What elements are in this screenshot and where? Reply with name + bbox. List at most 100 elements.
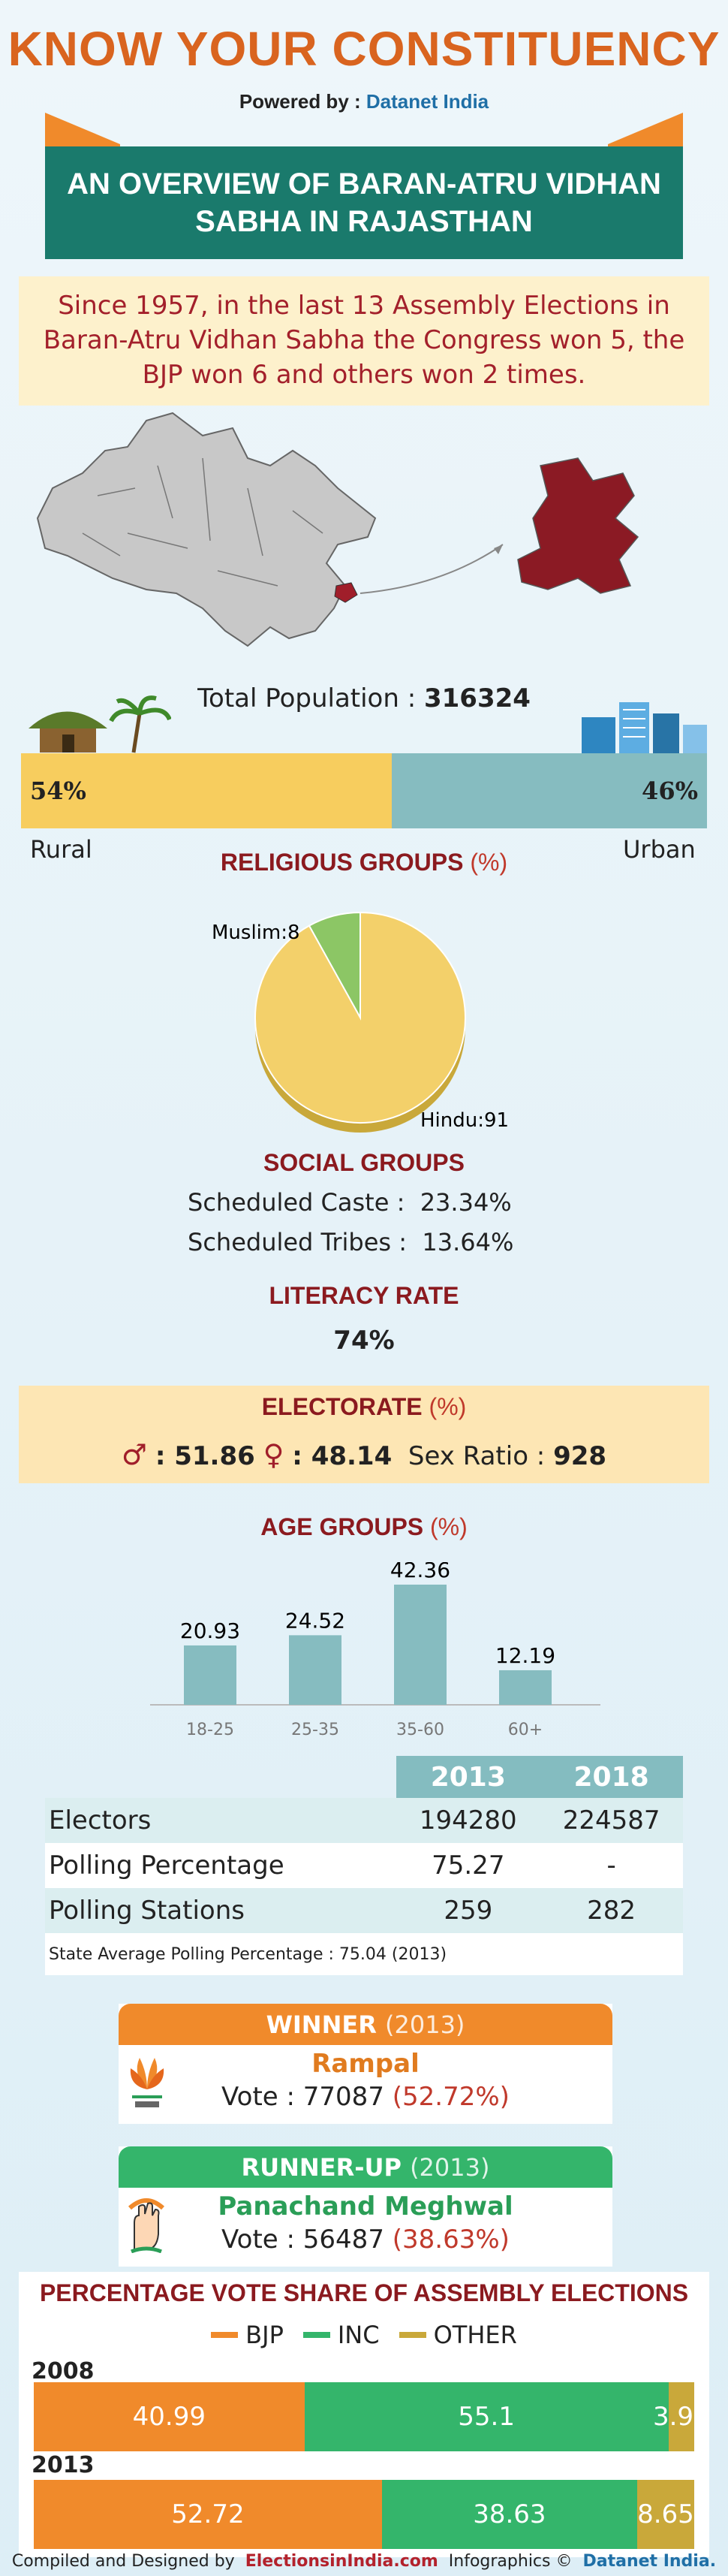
runner-vote-label: Vote : 56487 <box>221 2225 393 2255</box>
muslim-label: Muslim:8 <box>212 922 300 944</box>
legend-bjp: BJP <box>211 2321 284 2349</box>
col-2018: 2018 <box>540 1756 683 1798</box>
age-category-label: 25-35 <box>291 1721 339 1739</box>
male-percent: : 51.86 <box>155 1441 255 1471</box>
sex-ratio-label: Sex Ratio : <box>408 1441 554 1471</box>
electorate-unit: (%) <box>429 1393 467 1420</box>
religion-pie-chart: Muslim:8 Hindu:91 <box>212 911 509 1133</box>
winner-vote-label: Vote : 77087 <box>221 2082 393 2112</box>
vote-share-title: PERCENTAGE VOTE SHARE OF ASSEMBLY ELECTI… <box>39 2279 689 2306</box>
winner-vote: Vote : 77087 (52.72%) <box>119 2082 612 2112</box>
legend-other-label: OTHER <box>433 2321 517 2349</box>
row-2013: 194280 <box>396 1798 540 1843</box>
rural-percent: 54% <box>30 777 86 805</box>
sex-ratio-value: 928 <box>553 1441 607 1471</box>
runner-vote-pct: (38.63%) <box>392 2225 510 2255</box>
row-2018: 282 <box>540 1888 683 1933</box>
footer: Compiled and Designed by ElectionsinIndi… <box>0 2552 728 2571</box>
religious-title-text: RELIGIOUS GROUPS <box>220 849 464 876</box>
electorate-panel <box>19 1386 709 1483</box>
hindu-label: Hindu:91 <box>420 1109 509 1132</box>
urban-segment: 46% <box>391 753 707 828</box>
electorate-line: ♂ : 51.86 ♀ : 48.14 Sex Ratio : 928 <box>0 1438 728 1471</box>
female-icon: ♀ <box>263 1438 284 1471</box>
legend-inc-label: INC <box>337 2321 380 2349</box>
intro-text: Since 1957, in the last 13 Assembly Elec… <box>19 276 709 406</box>
row-2018: - <box>540 1843 683 1888</box>
col-2013: 2013 <box>396 1756 540 1798</box>
electorate-title-text: ELECTORATE <box>261 1393 423 1420</box>
total-population: Total Population : 316324 <box>0 683 728 713</box>
age-title-text: AGE GROUPS <box>260 1513 424 1540</box>
stack-2013: 52.72 38.63 8.65 <box>34 2480 694 2549</box>
runner-year: (2013) <box>410 2152 490 2182</box>
powered-by: Powered by : Datanet India <box>0 90 728 113</box>
vote-segment-inc: 38.63 <box>381 2480 637 2549</box>
urban-percent: 46% <box>642 777 698 805</box>
literacy-title: LITERACY RATE <box>269 1282 459 1309</box>
stack-2008: 40.99 55.1 3.91 <box>34 2382 710 2451</box>
pie-slice-hindu <box>254 911 466 1124</box>
age-value-label: 24.52 <box>285 1608 345 1633</box>
rural-segment: 54% <box>21 753 392 828</box>
table-row: Polling Percentage 75.27- <box>45 1843 683 1888</box>
runner-up-vote: Vote : 56487 (38.63%) <box>119 2225 612 2255</box>
hut-icon <box>29 695 171 753</box>
female-percent: : 48.14 <box>292 1441 393 1471</box>
age-category-label: 35-60 <box>396 1721 444 1739</box>
winner-header: WINNER (2013) <box>119 2004 612 2045</box>
powered-prefix: Powered by : <box>239 90 366 113</box>
footer-infographics: Infographics © <box>448 2552 573 2571</box>
rajasthan-map-icon <box>36 412 639 647</box>
electorate-title: ELECTORATE (%) <box>0 1393 728 1421</box>
age-bar <box>499 1670 552 1705</box>
row-2013: 75.27 <box>396 1843 540 1888</box>
winner-head-text: WINNER <box>266 2010 377 2039</box>
table-footnote: State Average Polling Percentage : 75.04… <box>45 1933 683 1975</box>
vote-segment-other: 3.91 <box>653 2382 710 2451</box>
population-value: 316324 <box>423 683 531 713</box>
scheduled-caste-row: Scheduled Caste : 23.34% <box>188 1188 512 1217</box>
footer-credit: Compiled and Designed by <box>11 2552 235 2571</box>
winner-vote-pct: (52.72%) <box>392 2082 510 2112</box>
age-bar <box>289 1635 341 1705</box>
row-label: Polling Stations <box>45 1888 397 1933</box>
st-value: 13.64% <box>422 1228 514 1256</box>
social-groups-title: SOCIAL GROUPS <box>263 1149 465 1176</box>
vote-segment-bjp: 52.72 <box>34 2480 382 2549</box>
footer-brand[interactable]: Datanet India. <box>582 2552 717 2571</box>
age-bar <box>184 1645 236 1705</box>
vote-segment-other: 8.65 <box>636 2480 694 2549</box>
literacy-value: 74% <box>333 1326 395 1356</box>
vote-segment-bjp: 40.99 <box>34 2382 305 2451</box>
age-value-label: 42.36 <box>390 1562 450 1582</box>
table-corner <box>45 1756 396 1798</box>
legend-other: OTHER <box>399 2321 517 2349</box>
age-unit: (%) <box>430 1513 468 1540</box>
year-2013-label: 2013 <box>32 2452 95 2478</box>
rural-urban-bar: 54% 46% <box>21 753 707 828</box>
row-2013: 259 <box>396 1888 540 1933</box>
legend-inc: INC <box>302 2321 380 2349</box>
age-category-label: 60+ <box>508 1721 543 1739</box>
footer-site-link[interactable]: ElectionsinIndia.com <box>245 2552 438 2571</box>
runner-up-header: RUNNER-UP (2013) <box>119 2146 612 2188</box>
page-title: KNOW YOUR CONSTITUENCY <box>8 22 720 76</box>
winner-name: Rampal <box>311 2049 420 2079</box>
sc-value: 23.34% <box>420 1188 512 1217</box>
ribbon-line-1: AN OVERVIEW OF BARAN-ATRU VIDHAN <box>67 167 661 201</box>
age-bar-chart: 20.93 18-25 24.52 25-35 42.36 35-60 12.19 60+ <box>150 1562 600 1739</box>
year-2008-label: 2008 <box>32 2358 95 2384</box>
age-value-label: 20.93 <box>180 1618 240 1643</box>
lotus-icon <box>130 2058 164 2107</box>
age-category-label: 18-25 <box>186 1721 234 1739</box>
vote-share-legend: BJP INC OTHER <box>19 2321 709 2349</box>
election-stats-table: 2013 2018 Electors 194280 224587 Polling Pe… <box>45 1756 683 1975</box>
legend-bjp-label: BJP <box>245 2321 284 2349</box>
brand-link[interactable]: Datanet India <box>366 90 489 113</box>
rural-label: Rural <box>30 835 92 864</box>
table-row: Polling Stations 259 282 <box>45 1888 683 1933</box>
runner-up-name: Panachand Meghwal <box>218 2191 513 2222</box>
age-value-label: 12.19 <box>495 1643 555 1668</box>
st-label: Scheduled Tribes : <box>188 1228 408 1256</box>
